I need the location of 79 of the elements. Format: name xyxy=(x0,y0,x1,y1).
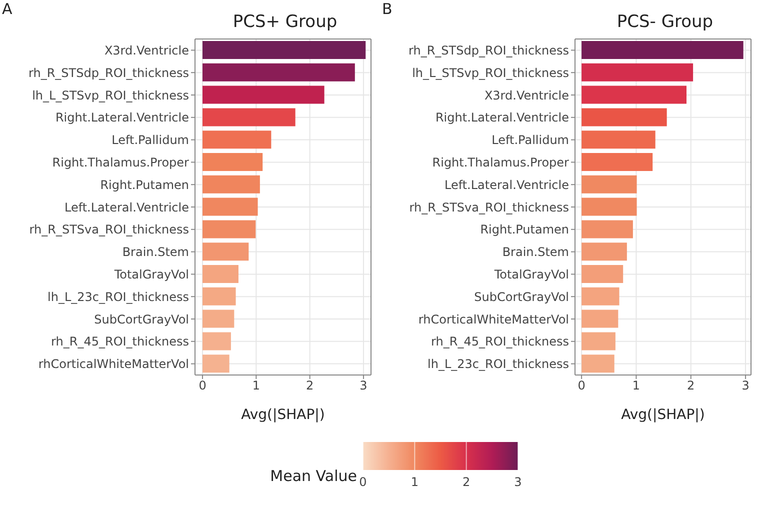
y-tick-label: Right.Lateral.Ventricle xyxy=(55,110,189,125)
y-tick-label: rh_R_STSva_ROI_thickness xyxy=(409,200,569,214)
y-tick-label: SubCortGrayVol xyxy=(94,312,189,326)
x-tick-label: 1 xyxy=(632,378,640,393)
bar xyxy=(202,153,263,171)
y-tick-label: SubCortGrayVol xyxy=(474,290,569,304)
y-tick-label: lh_L_23c_ROI_thickness xyxy=(48,290,189,304)
bar xyxy=(582,265,624,283)
x-tick-label: 0 xyxy=(578,378,586,393)
bar xyxy=(582,130,656,149)
bar xyxy=(202,86,324,104)
y-tick-label: rh_R_45_ROI_thickness xyxy=(51,334,189,349)
bar xyxy=(582,220,633,238)
bar xyxy=(202,220,256,238)
color-bar-label: 1 xyxy=(410,475,418,489)
x-tick-label: 3 xyxy=(742,378,750,393)
y-tick-label: Right.Putamen xyxy=(480,222,569,237)
bar xyxy=(202,242,249,261)
y-tick-label: rhCorticalWhiteMatterVol xyxy=(38,357,189,372)
color-bar-title: Mean Value xyxy=(270,467,357,485)
text: A xyxy=(2,0,12,18)
x-tick-label: 2 xyxy=(687,378,695,393)
y-tick-label: rh_R_STSva_ROI_thickness xyxy=(29,222,189,237)
x-axis-title: Avg(|SHAP|) xyxy=(241,407,325,423)
y-tick-label: Left.Pallidum xyxy=(492,133,569,148)
bar xyxy=(202,63,355,82)
bar xyxy=(202,332,231,350)
text: B xyxy=(382,0,392,18)
bar xyxy=(582,153,653,171)
chart-title: PCS- Group xyxy=(616,12,714,32)
bar xyxy=(582,287,620,306)
y-tick-label: Right.Lateral.Ventricle xyxy=(435,110,569,125)
bar xyxy=(582,175,637,194)
bar xyxy=(202,310,234,328)
bar xyxy=(582,86,687,104)
color-bar-label: 2 xyxy=(462,475,470,489)
bar xyxy=(202,287,236,306)
bar xyxy=(202,265,238,283)
y-tick-label: TotalGrayVol xyxy=(113,267,189,282)
color-bar-label: 0 xyxy=(359,475,367,489)
y-tick-label: Right.Thalamus.Proper xyxy=(52,155,190,170)
bar xyxy=(202,130,272,149)
color-bar-label: 3 xyxy=(514,475,522,489)
y-tick-label: X3rd.Ventricle xyxy=(484,88,569,102)
x-axis-title: Avg(|SHAP|) xyxy=(621,407,705,423)
y-tick-label: Brain.Stem xyxy=(122,245,189,260)
x-tick-label: 0 xyxy=(198,378,206,393)
bar xyxy=(582,310,618,328)
bar xyxy=(582,242,627,261)
y-tick-label: TotalGrayVol xyxy=(493,267,569,282)
chart-title: PCS+ Group xyxy=(232,12,338,32)
y-tick-label: lh_L_STSvp_ROI_thickness xyxy=(32,88,189,102)
y-tick-label: rhCorticalWhiteMatterVol xyxy=(418,312,569,326)
y-tick-label: Left.Lateral.Ventricle xyxy=(444,178,569,192)
y-tick-label: lh_L_23c_ROI_thickness xyxy=(428,357,569,372)
bar xyxy=(202,108,296,126)
y-tick-label: rh_R_STSdp_ROI_thickness xyxy=(408,43,569,58)
x-tick-label: 1 xyxy=(252,378,260,393)
bar xyxy=(582,354,614,373)
bar xyxy=(582,108,667,126)
y-tick-label: rh_R_45_ROI_thickness xyxy=(431,334,569,349)
y-tick-label: Right.Thalamus.Proper xyxy=(432,155,570,170)
y-tick-label: rh_R_STSdp_ROI_thickness xyxy=(28,66,189,80)
x-tick-label: 3 xyxy=(360,378,368,393)
bar xyxy=(582,41,744,59)
y-tick-label: Brain.Stem xyxy=(502,245,569,260)
y-tick-label: Right.Putamen xyxy=(100,178,189,192)
y-tick-label: Left.Lateral.Ventricle xyxy=(64,200,189,214)
y-tick-label: X3rd.Ventricle xyxy=(104,43,189,58)
bar xyxy=(202,198,258,216)
y-tick-label: Left.Pallidum xyxy=(112,133,189,148)
bar xyxy=(202,175,260,194)
x-tick-label: 2 xyxy=(306,378,314,393)
bar xyxy=(202,41,366,59)
y-tick-label: lh_L_STSvp_ROI_thickness xyxy=(412,66,569,80)
bar xyxy=(582,63,694,82)
bar xyxy=(582,332,616,350)
bar xyxy=(202,354,230,373)
bar xyxy=(582,198,637,216)
